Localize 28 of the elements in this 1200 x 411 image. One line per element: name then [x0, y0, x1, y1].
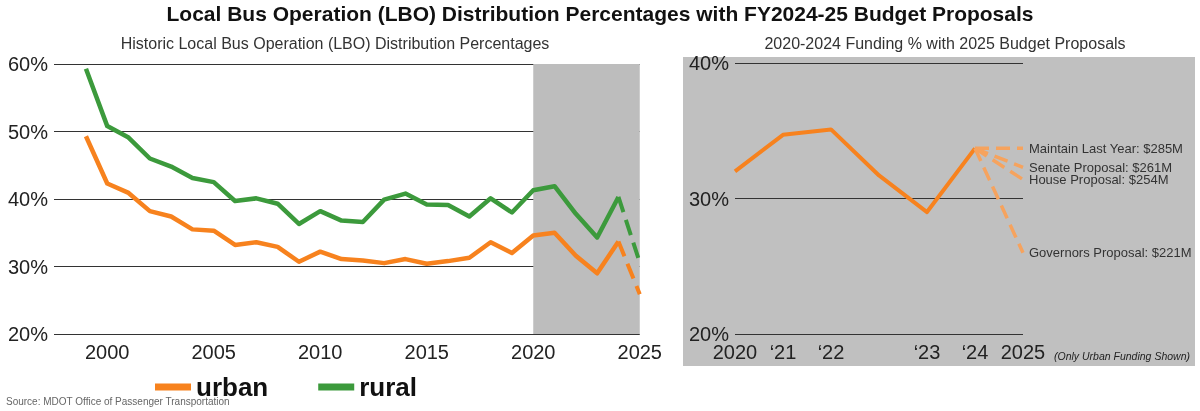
y-tick-label: 30%: [688, 187, 730, 210]
y-tick-label: 30%: [7, 255, 49, 278]
chart-subtitle: Historic Local Bus Operation (LBO) Distribution Percentages: [120, 34, 550, 52]
y-tick-label: 40%: [688, 52, 730, 74]
y-tick-label: 40%: [7, 188, 49, 210]
x-tick-label: 2020: [511, 341, 556, 363]
x-tick-label: ‘21: [769, 341, 797, 363]
x-tick-label: ‘24: [961, 341, 989, 363]
chart-title: 2020-2024 Funding % with 2025 Budget Proposals: [764, 34, 1126, 52]
x-tick-label: 2010: [298, 341, 343, 363]
x-tick-label: 2025: [1000, 341, 1046, 363]
y-tick-label: 20%: [7, 323, 49, 345]
x-tick-label: 2000: [85, 341, 130, 363]
x-tick-label: 2015: [404, 341, 449, 363]
x-tick-label: ‘23: [913, 341, 941, 363]
y-tick-label: 50%: [7, 120, 49, 143]
x-tick-label: 2005: [191, 341, 236, 363]
source-note: Source: MDOT Office of Passenger Transportation: [6, 396, 230, 407]
text: (Only Urban Funding Shown): [1054, 350, 1190, 362]
series-label: Senate Proposal: $261M: [1029, 159, 1173, 175]
series-label: Maintain Last Year: $285M: [1029, 140, 1183, 156]
legend-label: rural: [359, 372, 418, 402]
chart-title: Local Bus Operation (LBO) Distribution Percentages with FY2024-25 Budget Proposals: [165, 2, 1035, 26]
y-tick-label: 60%: [7, 53, 49, 75]
series-label: House Proposal: $254M: [1029, 172, 1169, 188]
series-label: Governors Proposal: $221M: [1029, 245, 1192, 261]
x-tick-label: 2025: [617, 341, 662, 363]
x-tick-label: ‘22: [817, 341, 845, 363]
